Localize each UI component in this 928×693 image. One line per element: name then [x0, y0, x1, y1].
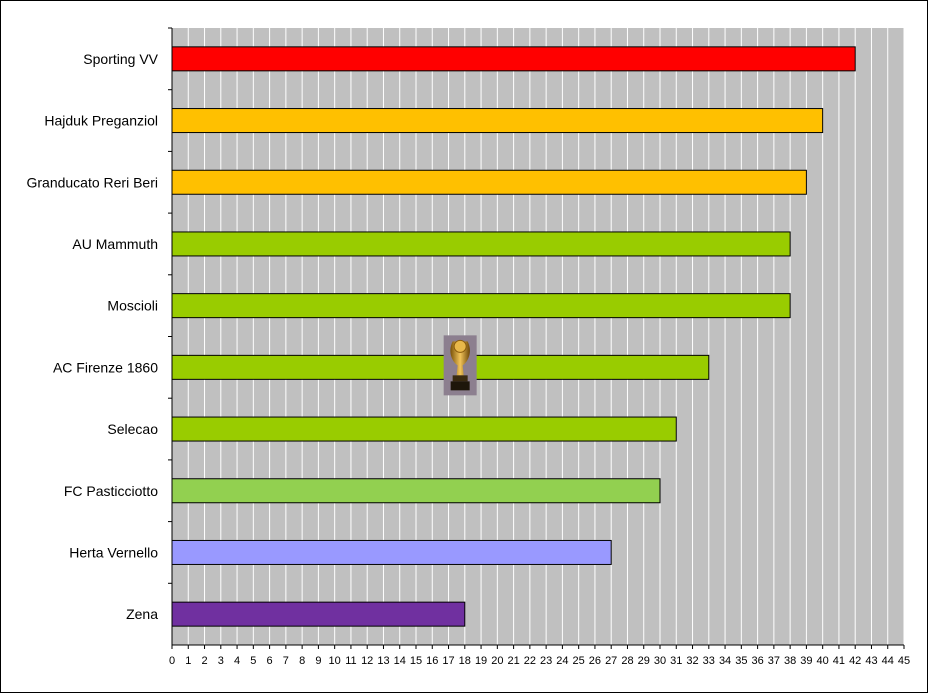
x-tick-label: 0: [169, 655, 175, 667]
x-tick-label: 1: [185, 655, 191, 667]
x-tick-label: 14: [394, 655, 406, 667]
tick-labels: 0 1 2 3 4 5 6 7 8 9 10 11 12 13 14 15 16 17 18 19 20 21 22 23 24…: [169, 655, 910, 667]
x-tick-label: 16: [426, 655, 438, 667]
x-tick-label: 28: [621, 655, 633, 667]
x-tick-label: 42: [849, 655, 861, 667]
x-tick-label: 39: [800, 655, 812, 667]
x-tick-label: 36: [751, 655, 763, 667]
x-tick-label: 12: [361, 655, 373, 667]
x-tick-label: 2: [201, 655, 207, 667]
x-tick-label: 24: [556, 655, 568, 667]
x-tick-label: 30: [654, 655, 666, 667]
category-label: Moscioli: [107, 298, 158, 314]
x-tick-label: 17: [442, 655, 454, 667]
trophy-icon: [443, 335, 477, 396]
x-tick-label: 43: [865, 655, 877, 667]
x-tick-label: 7: [283, 655, 289, 667]
x-tick-label: 41: [833, 655, 845, 667]
bar: [171, 46, 856, 72]
x-tick-label: 25: [573, 655, 585, 667]
bar: [171, 478, 661, 504]
x-tick-label: 32: [686, 655, 698, 667]
bars: [168, 27, 856, 627]
category-label: AU Mammuth: [72, 236, 158, 252]
x-tick-label: 10: [329, 655, 341, 667]
x-tick-label: 3: [218, 655, 224, 667]
x-tick-label: 15: [410, 655, 422, 667]
x-tick-label: 22: [524, 655, 536, 667]
category-labels: Sporting VV Hajduk Preganziol Granducato R…: [26, 51, 158, 622]
x-tick-label: 31: [670, 655, 682, 667]
x-tick-label: 38: [784, 655, 796, 667]
bar: [171, 539, 612, 565]
x-tick-label: 40: [817, 655, 829, 667]
x-tick-label: 26: [589, 655, 601, 667]
x-tick-label: 9: [315, 655, 321, 667]
category-label: Sporting VV: [83, 51, 158, 67]
category-label: Herta Vernello: [69, 544, 158, 560]
x-tick-label: 34: [719, 655, 731, 667]
bar: [171, 293, 791, 319]
x-tick-label: 21: [507, 655, 519, 667]
bar: [171, 416, 677, 442]
x-tick-label: 37: [768, 655, 780, 667]
x-tick-label: 5: [250, 655, 256, 667]
x-tick-label: 29: [638, 655, 650, 667]
x-tick-label: 19: [475, 655, 487, 667]
x-tick-label: 20: [491, 655, 503, 667]
bar: [171, 169, 807, 195]
x-tick-label: 44: [882, 655, 894, 667]
axes: [171, 28, 904, 646]
category-label: Hajduk Preganziol: [44, 113, 158, 129]
x-tick-label: 33: [703, 655, 715, 667]
x-tick-label: 4: [234, 655, 240, 667]
category-label: Selecao: [107, 421, 158, 437]
x-tick-label: 27: [605, 655, 617, 667]
x-tick-label: 6: [267, 655, 273, 667]
x-tick-label: 23: [540, 655, 552, 667]
category-label: Granducato Reri Beri: [26, 174, 158, 190]
x-tick-label: 11: [345, 655, 356, 667]
bar: [171, 354, 710, 380]
category-label: FC Pasticciotto: [64, 483, 158, 499]
category-label: Zena: [126, 606, 158, 622]
x-tick-label: 35: [735, 655, 747, 667]
x-tick-label: 13: [377, 655, 389, 667]
bar: [171, 108, 824, 134]
category-label: AC Firenze 1860: [53, 359, 158, 375]
x-tick-label: 45: [898, 655, 910, 667]
x-tick-label: 18: [459, 655, 471, 667]
bar: [171, 601, 466, 627]
x-tick-label: 8: [299, 655, 305, 667]
bar: [171, 231, 791, 257]
